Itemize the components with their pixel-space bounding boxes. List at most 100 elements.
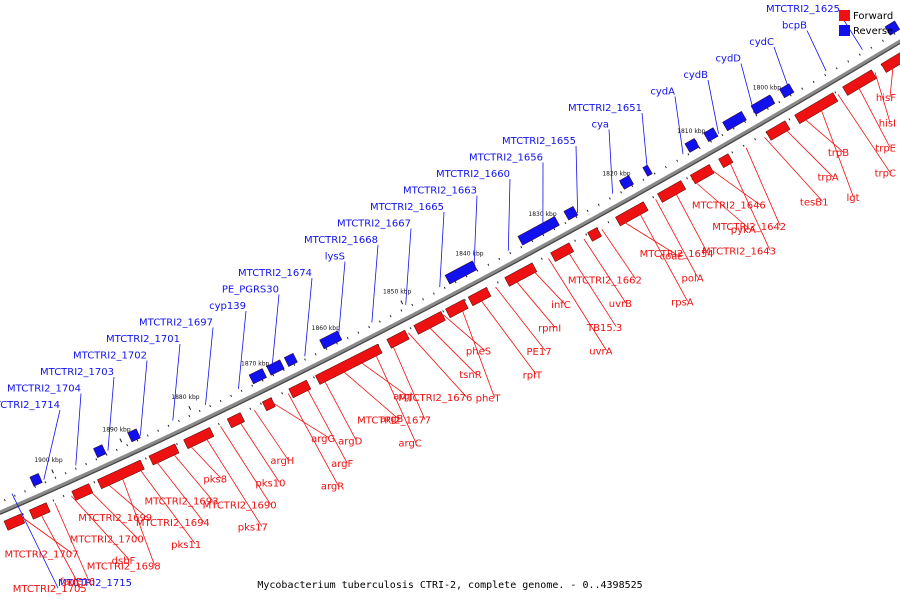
minor-tick (664, 166, 667, 169)
leader-tesb1 (764, 137, 823, 202)
gene-label-trpa: trpA (818, 173, 839, 184)
reverse-gene-feature (93, 444, 107, 458)
leader-lyss (337, 261, 346, 340)
gene-label-pks11: pks11 (171, 540, 201, 551)
minor-tick (22, 512, 24, 516)
minor-tick (574, 239, 576, 242)
minor-tick (34, 485, 36, 488)
gene-label-mtctri2-1660: MTCTRI2_1660 (436, 169, 510, 180)
leader-mtctri2-1700 (87, 488, 139, 539)
minor-tick (378, 320, 381, 323)
minor-tick (74, 467, 77, 470)
minor-tick (778, 100, 781, 104)
forward-gene-feature (504, 262, 538, 287)
leader-phes (442, 314, 486, 352)
gene-label-tb15-3: TB15.3 (586, 323, 622, 334)
minor-tick (157, 429, 160, 432)
minor-tick (144, 457, 147, 460)
forward-gene-feature (615, 201, 649, 227)
scale-tick-label: 1840 kbp (455, 251, 483, 258)
leader-argj (356, 359, 407, 396)
forward-gene-feature (718, 153, 734, 169)
gene-label-mtctri2-1694: MTCTRI2_1694 (136, 518, 210, 529)
minor-tick (411, 303, 414, 307)
legend-item-reverse: Reverse (839, 25, 893, 37)
leader-trpa (782, 126, 834, 177)
leader-argr (287, 393, 339, 486)
leader-hisi (874, 72, 891, 123)
forward-gene-feature (3, 513, 26, 531)
minor-tick (443, 286, 446, 289)
gene-label-rplt: rplT (523, 370, 543, 381)
forward-gene-feature (148, 443, 180, 466)
minor-tick (755, 114, 758, 117)
reverse-gene-feature (750, 94, 776, 115)
gene-label-mtctri2-1707: MTCTRI2_1707 (4, 550, 78, 561)
minor-tick (313, 376, 315, 379)
gene-label-argd: argD (338, 437, 362, 448)
minor-tick (732, 127, 735, 130)
gene-label-mtctri2-1676: MTCTRI2_1676 (398, 393, 472, 404)
gene-label-mtctri2-1714: MTCTRI2_1714 (0, 400, 60, 411)
gene-label-tesb1: tesB1 (800, 197, 829, 208)
leader-pks10 (237, 418, 280, 483)
backbone-line (0, 39, 900, 514)
leader-mtctri2-1662 (601, 229, 637, 280)
minor-tick (789, 94, 792, 97)
label-leader-lines (11, 13, 894, 589)
gene-label-pyka: pykA (731, 225, 756, 236)
gene-label-argc: argC (398, 439, 421, 450)
minor-tick (585, 233, 588, 236)
minor-tick (24, 490, 26, 493)
gene-label-mtctri2-1662: MTCTRI2_1662 (568, 275, 642, 286)
leader-pe17 (495, 286, 546, 352)
leader-mtctri2-1643 (727, 158, 771, 251)
gene-label-cydd: cydD (716, 54, 742, 65)
minor-tick (432, 292, 435, 295)
forward-gene-feature (657, 180, 687, 203)
forward-gene-feature (413, 311, 446, 335)
leader-fade16 (54, 502, 90, 582)
leader-pks8 (186, 442, 222, 479)
gene-label-mtctri2-1715: MTCTRI2_1715 (58, 578, 132, 589)
minor-tick (754, 138, 757, 141)
minor-tick (520, 245, 523, 249)
minor-tick (710, 140, 712, 143)
gene-label-trpb: trpB (828, 148, 849, 159)
minor-tick (542, 234, 545, 237)
scale-tick-label: 1800 kbp (753, 85, 781, 92)
minor-tick (476, 269, 479, 272)
minor-tick (812, 80, 815, 84)
forward-gene-feature (288, 379, 312, 399)
leader-cydd (740, 63, 755, 114)
minor-tick (744, 120, 746, 124)
minor-tick (272, 374, 275, 377)
forward-gene-feature (315, 343, 383, 385)
gene-label-mtctri2-1668: MTCTRI2_1668 (304, 235, 378, 246)
scale-tick-label: 1890 kbp (102, 426, 130, 433)
gene-label-cyda: cydA (650, 87, 675, 98)
scale-tick-mark (51, 469, 54, 474)
minor-tick (3, 498, 6, 502)
forward-gene-feature (765, 120, 791, 141)
minor-tick (586, 209, 589, 212)
leader-mtctri2-1663 (473, 195, 478, 270)
minor-tick (105, 453, 108, 456)
minor-tick (442, 310, 445, 313)
minor-tick (422, 298, 424, 301)
scale-tick-mark (119, 438, 123, 443)
minor-tick (346, 336, 349, 340)
leader-mtctri2-1668 (371, 244, 379, 323)
gene-label-mtctri2-1702: MTCTRI2_1702 (73, 351, 147, 362)
leader-pyka (691, 178, 750, 230)
minor-tick (336, 342, 338, 345)
gene-label-pks17: pks17 (238, 523, 268, 534)
minor-tick (487, 263, 490, 266)
forward-gene-feature (445, 299, 469, 319)
leader-cydb (707, 79, 719, 134)
leader-mtctri2-1715 (11, 493, 59, 589)
minor-tick (631, 184, 634, 188)
minor-tick (281, 392, 283, 395)
gene-label-mtctri2-1646: MTCTRI2_1646 (692, 201, 766, 212)
